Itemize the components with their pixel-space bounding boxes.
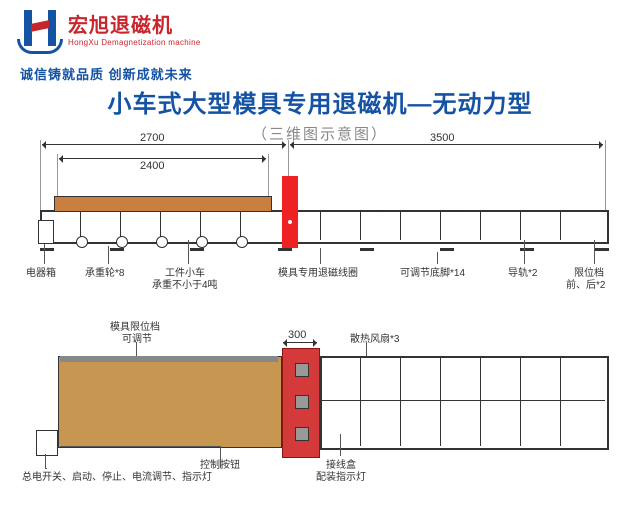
- top-view-diagram: 模具限位档 可调节 散热风扇*3 300 总电开关、启动、停止、电流调节、指示灯…: [30, 330, 610, 490]
- demag-coil: [282, 176, 298, 248]
- brand-logo: 宏旭退磁机 HongXu Demagnetization machine: [20, 8, 201, 48]
- lbl-switch: 总电开关、启动、停止、电流调节、指示灯: [22, 468, 282, 483]
- lbl-elec: 电器箱: [26, 264, 56, 279]
- lbl-rail: 导轨*2: [508, 264, 537, 279]
- top-rail-frame: [320, 356, 609, 450]
- page-title: 小车式大型模具专用退磁机—无动力型: [0, 84, 640, 119]
- dim-2700: 2700: [140, 132, 164, 144]
- top-coil: [282, 348, 320, 458]
- dim-3500: 3500: [430, 132, 454, 144]
- lbl-fans: 散热风扇*3: [350, 330, 399, 345]
- top-elec-box: [36, 430, 58, 456]
- trolley-platform: [54, 196, 272, 212]
- lbl-jbox2: 配装指示灯: [316, 468, 366, 483]
- lbl-feet: 可调节底脚*14: [400, 264, 465, 279]
- side-view-diagram: 2700 2400 3500 电器箱 承重轮*8 工件小车 承重不小于4吨 模具…: [30, 140, 610, 300]
- lbl-trolley2: 承重不小于4吨: [152, 276, 218, 291]
- top-trolley-plate: [58, 356, 282, 448]
- lbl-stopper2: 可调节: [122, 330, 152, 345]
- lbl-wheels: 承重轮*8: [85, 264, 124, 279]
- dim-2400: 2400: [140, 160, 164, 172]
- logo-en: HongXu Demagnetization machine: [68, 38, 201, 47]
- lbl-coil: 模具专用退磁线圈: [278, 264, 358, 279]
- dim-300: 300: [288, 329, 306, 341]
- elec-box: [38, 220, 54, 244]
- lbl-stop2: 前、后*2: [566, 276, 605, 291]
- logo-cn: 宏旭退磁机: [68, 9, 201, 38]
- logo-mark: [20, 8, 60, 48]
- tagline: 诚信铸就品质 创新成就未来: [20, 64, 193, 83]
